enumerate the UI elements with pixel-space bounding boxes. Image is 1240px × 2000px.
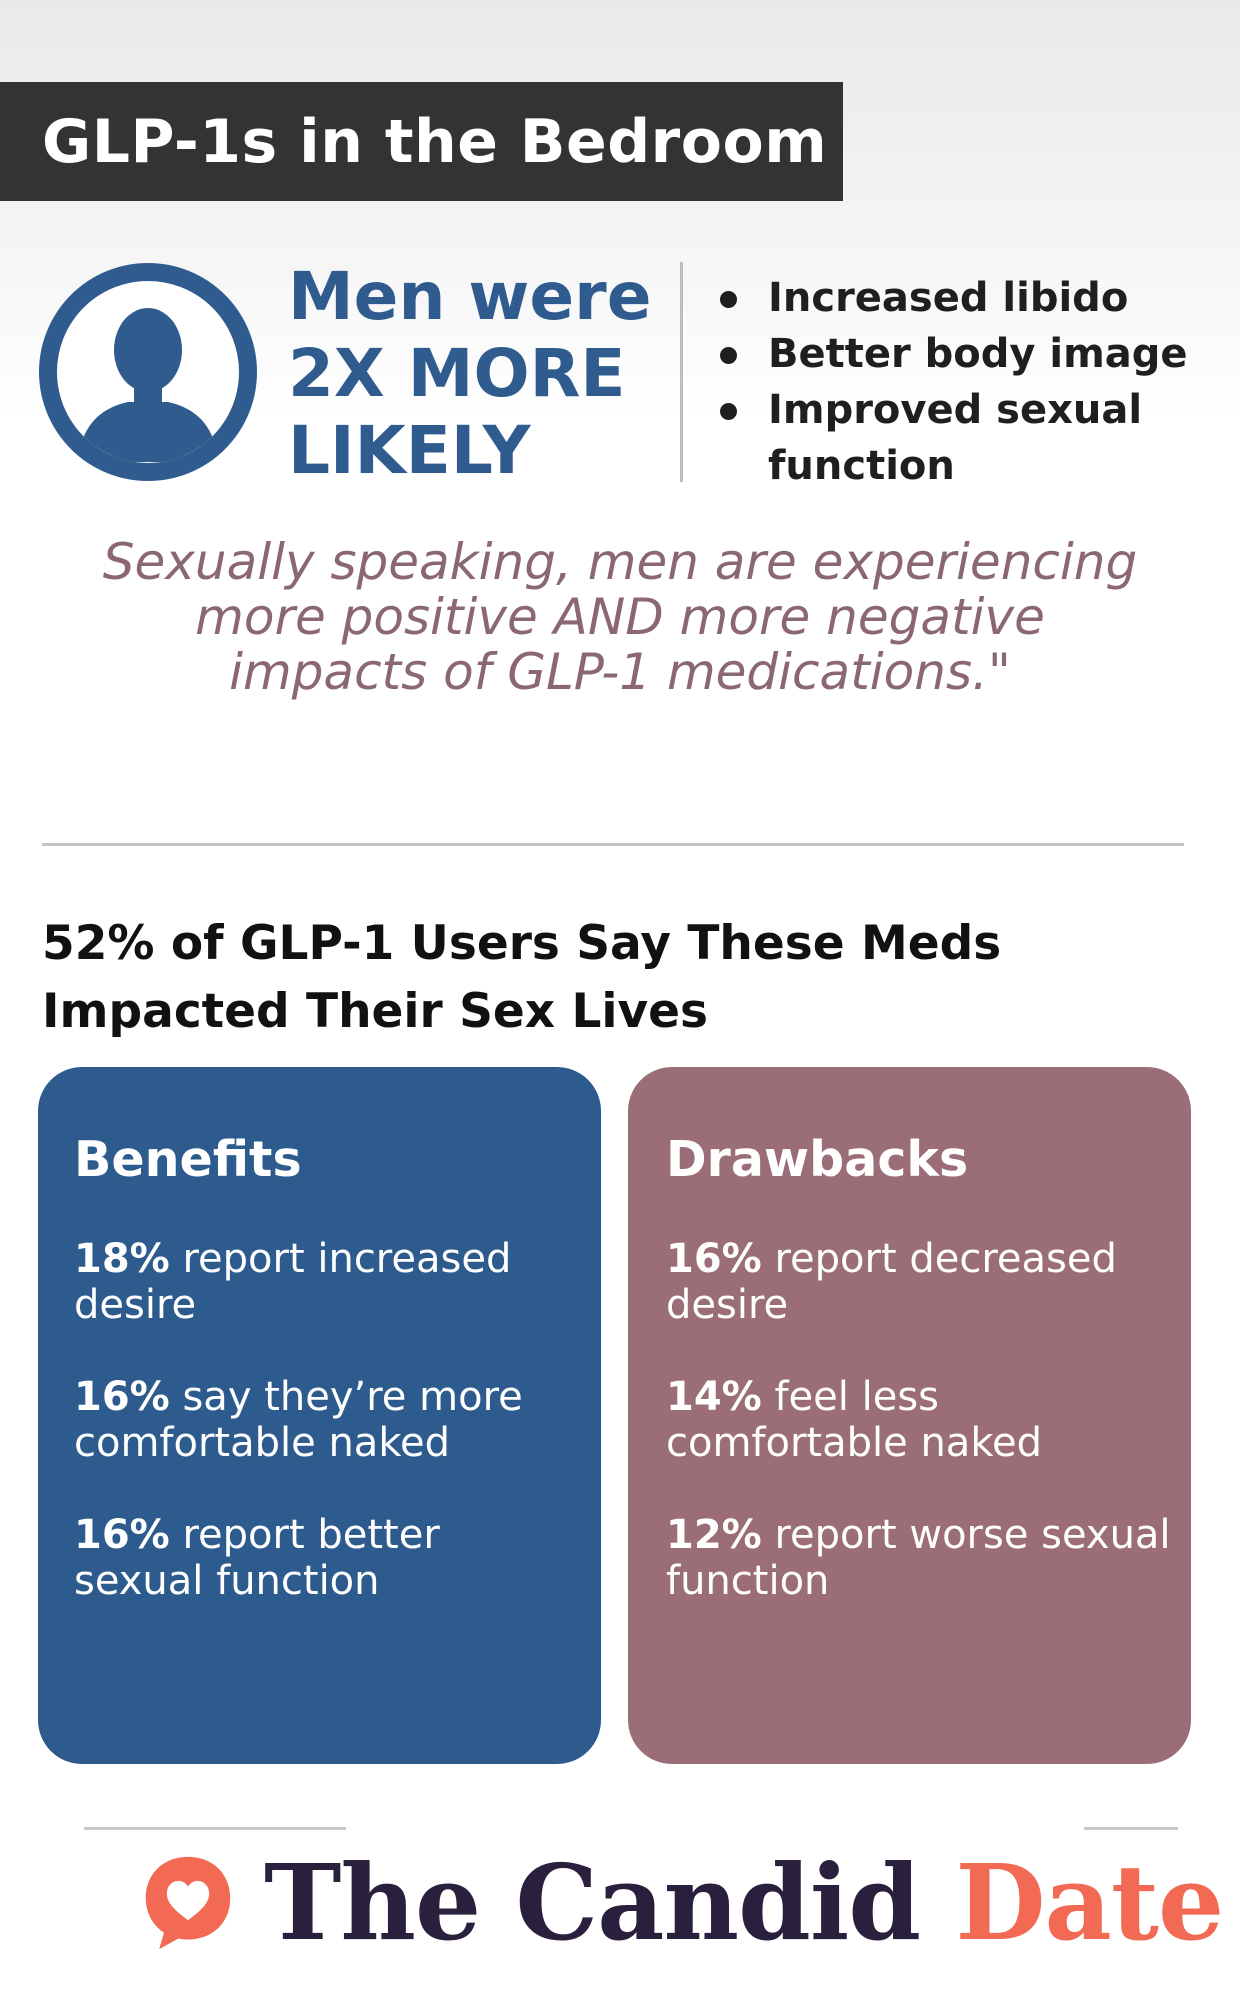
drawback-text: report worse sexual function <box>666 1512 1171 1604</box>
benefit-percent: 18% <box>74 1236 170 1282</box>
person-silhouette-icon <box>39 263 257 481</box>
benefit-bullet-list: Increased libido Better body image Impro… <box>720 270 1225 494</box>
quote-line: Sexually speaking, men are experiencing <box>102 533 1138 591</box>
heading-line: Impacted Their Sex Lives <box>42 984 709 1039</box>
quote-line: more positive AND more negative <box>195 588 1045 646</box>
heart-speech-bubble-icon <box>145 1856 231 1950</box>
section-heading: 52% of GLP-1 Users Say These Meds Impact… <box>42 910 1142 1046</box>
benefits-title: Benefits <box>74 1131 302 1188</box>
title-banner: GLP-1s in the Bedroom <box>0 82 843 201</box>
stat-line-3: LIKELY <box>288 412 531 489</box>
benefit-item: 16% report better sexual function <box>74 1512 565 1604</box>
brand-wordmark: The Candid Date <box>264 1851 1224 1955</box>
benefit-text: report increased desire <box>74 1236 512 1328</box>
section-divider <box>42 843 1184 846</box>
logo-divider-left <box>84 1827 346 1830</box>
benefit-item: 18% report increased desire <box>74 1236 565 1328</box>
brand-logo: The Candid Date <box>140 1838 1224 1968</box>
bullet-item: Improved sexual function <box>720 382 1225 494</box>
benefit-text: report better sexual function <box>74 1512 440 1604</box>
drawback-text: feel less comfortable naked <box>666 1374 1043 1466</box>
heading-line: 52% of GLP-1 Users Say These Meds <box>42 916 1002 971</box>
drawback-text: report decreased desire <box>666 1236 1117 1328</box>
men-stat-text: Men were 2X MORE LIKELY <box>288 258 668 489</box>
drawback-percent: 16% <box>666 1236 762 1282</box>
drawbacks-title: Drawbacks <box>666 1131 969 1188</box>
benefit-percent: 16% <box>74 1374 170 1420</box>
benefit-text: say they’re more comfortable naked <box>74 1374 523 1466</box>
drawback-item: 12% report worse sexual function <box>666 1512 1181 1604</box>
stat-line-2: 2X MORE <box>288 335 626 412</box>
benefit-percent: 16% <box>74 1512 170 1558</box>
logo-divider-right <box>1084 1827 1178 1830</box>
vertical-divider <box>680 262 683 482</box>
benefits-card: Benefits 18% report increased desire 16%… <box>38 1067 601 1764</box>
page-title: GLP-1s in the Bedroom <box>42 106 828 177</box>
bullet-item: Better body image <box>720 326 1225 382</box>
drawback-item: 16% report decreased desire <box>666 1236 1181 1328</box>
pull-quote: Sexually speaking, men are experiencing … <box>30 535 1210 700</box>
drawback-item: 14% feel less comfortable naked <box>666 1374 1181 1466</box>
brand-accent: Date <box>955 1841 1224 1964</box>
benefit-item: 16% say they’re more comfortable naked <box>74 1374 565 1466</box>
stat-line-1: Men were <box>288 258 652 335</box>
drawback-percent: 12% <box>666 1512 762 1558</box>
drawback-percent: 14% <box>666 1374 762 1420</box>
brand-name: The Candid <box>264 1841 921 1964</box>
bullet-item: Increased libido <box>720 270 1225 326</box>
quote-line: impacts of GLP-1 medications." <box>229 643 1011 701</box>
drawbacks-card: Drawbacks 16% report decreased desire 14… <box>628 1067 1191 1764</box>
